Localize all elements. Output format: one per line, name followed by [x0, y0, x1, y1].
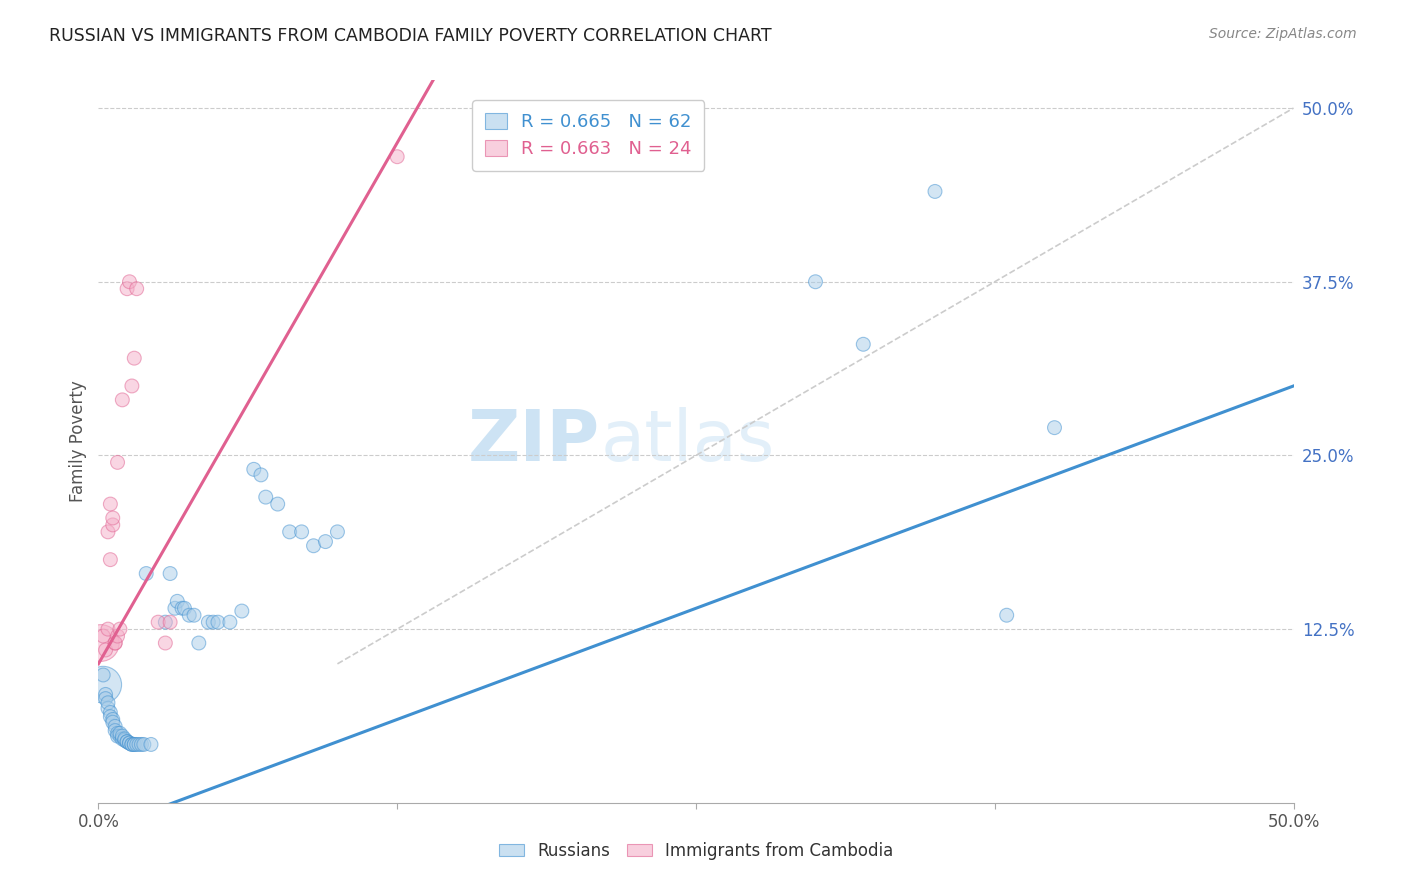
Point — [90, 636, 112, 650]
Point — [159, 615, 181, 630]
Point — [166, 594, 188, 608]
Point — [125, 282, 148, 296]
Point — [291, 524, 314, 539]
Point — [91, 629, 114, 643]
Point — [121, 738, 143, 752]
Point — [104, 723, 127, 738]
Point — [97, 622, 120, 636]
Point — [187, 636, 209, 650]
Point — [125, 738, 148, 752]
Point — [231, 604, 253, 618]
Text: atlas: atlas — [600, 407, 775, 476]
Point — [183, 608, 205, 623]
Point — [118, 736, 141, 750]
Point — [315, 534, 337, 549]
Point — [98, 552, 122, 566]
Point — [98, 497, 122, 511]
Point — [135, 566, 157, 581]
Point — [101, 511, 124, 525]
Y-axis label: Family Poverty: Family Poverty — [69, 381, 87, 502]
Point — [121, 738, 143, 752]
Point — [91, 668, 114, 682]
Point — [207, 615, 229, 630]
Point — [124, 738, 146, 752]
Point — [104, 636, 127, 650]
Text: ZIP: ZIP — [468, 407, 600, 476]
Point — [163, 601, 186, 615]
Point — [108, 726, 131, 740]
Point — [107, 455, 129, 469]
Point — [111, 731, 134, 746]
Point — [219, 615, 242, 630]
Point — [302, 539, 325, 553]
Point — [98, 706, 122, 720]
Point — [139, 738, 162, 752]
Point — [115, 282, 138, 296]
Point — [148, 615, 170, 630]
Point — [159, 566, 181, 581]
Point — [94, 687, 117, 701]
Point — [385, 150, 409, 164]
Point — [852, 337, 875, 351]
Point — [101, 713, 124, 727]
Legend: Russians, Immigrants from Cambodia: Russians, Immigrants from Cambodia — [492, 836, 900, 867]
Point — [267, 497, 290, 511]
Point — [97, 696, 120, 710]
Point — [173, 601, 195, 615]
Point — [118, 275, 141, 289]
Point — [924, 185, 946, 199]
Point — [107, 729, 129, 743]
Point — [179, 608, 201, 623]
Point — [1043, 420, 1066, 434]
Text: Source: ZipAtlas.com: Source: ZipAtlas.com — [1209, 27, 1357, 41]
Point — [111, 392, 134, 407]
Point — [202, 615, 225, 630]
Point — [155, 615, 177, 630]
Point — [124, 351, 146, 366]
Point — [804, 275, 827, 289]
Point — [107, 726, 129, 740]
Point — [121, 379, 143, 393]
Point — [128, 738, 150, 752]
Point — [250, 467, 273, 482]
Point — [104, 719, 127, 733]
Point — [101, 517, 124, 532]
Point — [278, 524, 301, 539]
Point — [155, 636, 177, 650]
Point — [114, 731, 136, 746]
Point — [326, 524, 349, 539]
Point — [108, 622, 131, 636]
Point — [132, 738, 155, 752]
Point — [131, 738, 153, 752]
Point — [107, 629, 129, 643]
Point — [114, 733, 136, 747]
Point — [94, 691, 117, 706]
Point — [108, 729, 131, 743]
Point — [104, 636, 127, 650]
Point — [172, 601, 194, 615]
Point — [118, 736, 141, 750]
Point — [98, 709, 122, 723]
Point — [254, 490, 277, 504]
Point — [243, 462, 266, 476]
Point — [97, 524, 120, 539]
Point — [124, 738, 146, 752]
Point — [94, 643, 117, 657]
Point — [111, 729, 134, 743]
Point — [197, 615, 219, 630]
Text: RUSSIAN VS IMMIGRANTS FROM CAMBODIA FAMILY POVERTY CORRELATION CHART: RUSSIAN VS IMMIGRANTS FROM CAMBODIA FAMI… — [49, 27, 772, 45]
Point — [115, 734, 138, 748]
Point — [101, 715, 124, 730]
Point — [91, 678, 114, 692]
Point — [115, 734, 138, 748]
Point — [995, 608, 1018, 623]
Point — [97, 701, 120, 715]
